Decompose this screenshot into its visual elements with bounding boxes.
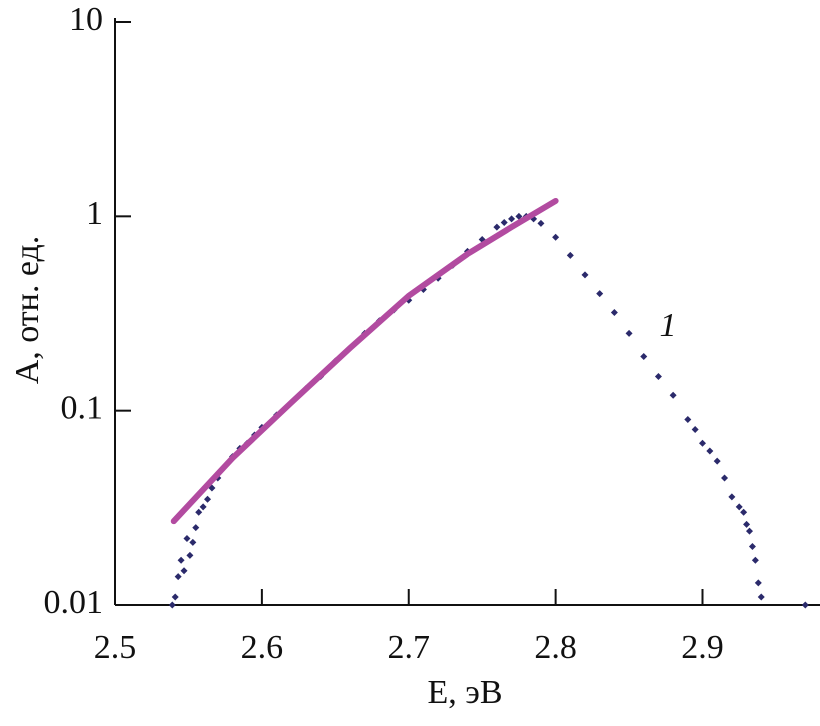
data-point [684, 416, 692, 424]
data-point [186, 551, 194, 559]
data-point [493, 223, 501, 231]
data-point [706, 447, 714, 455]
data-point [735, 503, 743, 511]
data-point [728, 493, 736, 501]
data-point [610, 308, 618, 316]
data-point [625, 329, 633, 337]
y-axis-label: A, отн. ед. [9, 236, 46, 385]
data-point [699, 439, 706, 447]
data-point [566, 251, 574, 259]
annotation: 1 [660, 307, 677, 344]
data-point [740, 508, 748, 516]
data-point [654, 372, 662, 380]
data-point [743, 520, 751, 528]
data-point [199, 503, 207, 511]
x-tick-label: 2.5 [94, 629, 137, 666]
data-point [552, 233, 560, 241]
data-point [180, 567, 188, 575]
data-point [537, 219, 545, 227]
data-point [746, 527, 753, 535]
data-point [168, 601, 176, 609]
x-axis-label: E, эВ [427, 674, 502, 711]
fit-line [170, 197, 559, 525]
y-tick-label: 10 [69, 1, 103, 38]
x-tick-label: 2.7 [388, 629, 431, 666]
data-point [189, 538, 197, 546]
x-tick-label: 2.9 [681, 629, 724, 666]
data-point [691, 425, 699, 433]
data-point [801, 601, 809, 609]
x-tick-label: 2.8 [534, 629, 577, 666]
data-point [174, 573, 182, 581]
data-point [757, 593, 765, 601]
data-point [713, 457, 721, 465]
data-point [640, 352, 648, 360]
data-point [581, 271, 589, 279]
data-point [751, 556, 759, 564]
x-tick-label: 2.6 [241, 629, 284, 666]
data-point [596, 290, 604, 298]
data-point [669, 391, 677, 399]
data-point [515, 212, 523, 220]
data-point [183, 534, 191, 542]
data-point [195, 508, 203, 516]
data-point [748, 542, 756, 550]
y-tick-label: 1 [86, 195, 103, 232]
y-tick-label: 0.1 [61, 389, 104, 426]
data-point [508, 215, 516, 223]
data-point [754, 579, 762, 587]
y-tick-label: 0.01 [44, 584, 104, 621]
data-point [177, 556, 185, 564]
data-point [171, 593, 179, 601]
data-point [204, 495, 212, 503]
data-point [500, 218, 508, 226]
data-point [192, 524, 200, 532]
data-point [721, 474, 729, 482]
